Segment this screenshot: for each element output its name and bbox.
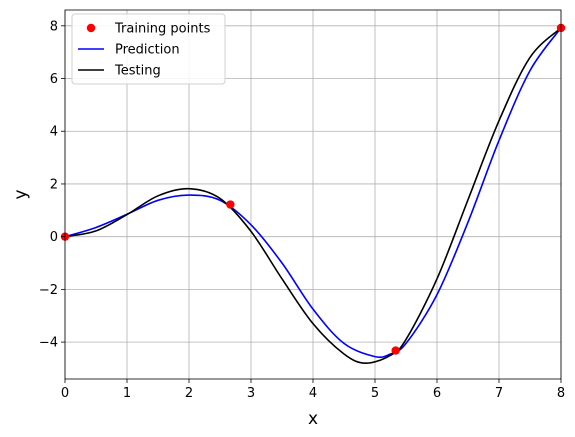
legend: Training points Prediction Testing	[71, 13, 226, 85]
series-layer	[60, 23, 566, 364]
x-tick-label: 8	[557, 386, 565, 401]
x-tick-label: 3	[247, 386, 255, 401]
x-tick-label: 2	[185, 386, 193, 401]
y-tick-label: 0	[50, 230, 58, 245]
y-tick-label: −2	[39, 283, 58, 298]
y-tick-label: −4	[39, 336, 58, 351]
x-tick-label: 0	[61, 386, 69, 401]
x-axis-label: x	[308, 409, 318, 429]
y-tick-label: 2	[50, 177, 58, 192]
y-tick-label: 6	[50, 72, 58, 87]
y-axis-label: y	[11, 189, 31, 199]
x-tick-label: 4	[309, 386, 317, 401]
training-point	[391, 346, 400, 355]
legend-marker-training-points	[86, 23, 96, 33]
legend-label-training-points: Training points	[114, 22, 211, 37]
x-tick-label: 7	[495, 386, 503, 401]
legend-label-prediction: Prediction	[115, 43, 180, 58]
testing-line	[65, 27, 561, 364]
prediction-line	[65, 27, 561, 359]
x-tick-label: 6	[433, 386, 441, 401]
grid	[64, 10, 562, 379]
training-point	[226, 200, 235, 209]
legend-label-testing: Testing	[114, 64, 161, 79]
y-tick-label: 4	[50, 125, 58, 140]
y-tick-label: 8	[50, 19, 58, 34]
legend-box	[71, 13, 226, 85]
x-tick-label: 1	[123, 386, 131, 401]
x-tick-label: 5	[371, 386, 379, 401]
ticks: 0 1 2 3 4 5 6 7 8 −4 −2 0 2 4 6 8	[39, 19, 565, 401]
